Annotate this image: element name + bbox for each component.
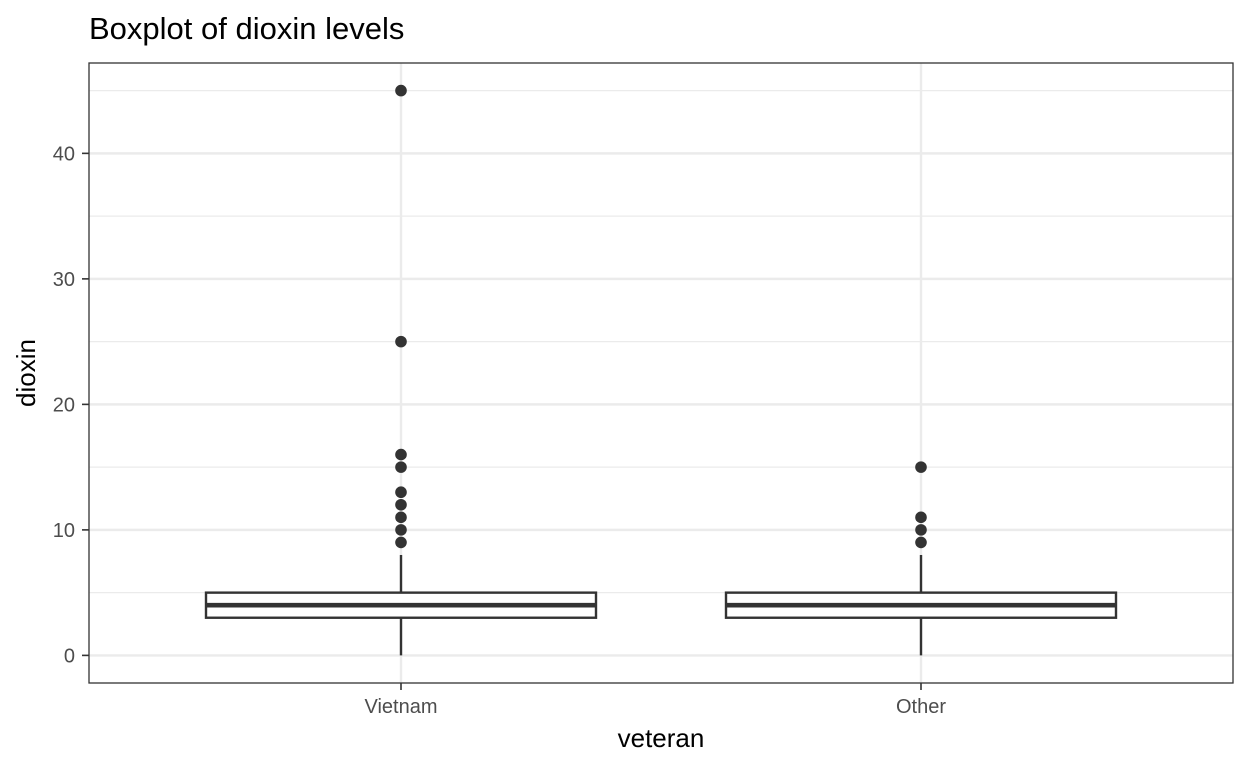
outlier-point <box>915 536 927 549</box>
outlier-point <box>395 524 407 536</box>
plot-panel <box>89 63 1233 683</box>
box-vietnam <box>204 84 598 656</box>
chart-title: Boxplot of dioxin levels <box>89 11 404 46</box>
x-tick-label: Other <box>896 696 946 718</box>
outlier-point <box>395 486 407 499</box>
axes-layer: 0 10 20 30 40 Vietnam Other <box>53 143 947 718</box>
outlier-point <box>915 511 927 524</box>
outlier-point <box>915 524 927 536</box>
outlier-point <box>395 448 407 461</box>
y-tick-label: 30 <box>53 269 75 291</box>
y-tick-label: 20 <box>53 394 75 416</box>
x-tick-label: Vietnam <box>364 696 437 718</box>
panel-border <box>88 62 1234 684</box>
outlier-point <box>395 536 407 549</box>
outlier-point <box>395 498 407 511</box>
y-tick-label: 0 <box>64 645 75 667</box>
outlier-point <box>395 461 407 473</box>
y-axis-title: dioxin <box>11 339 41 407</box>
grid-lines <box>89 63 1233 683</box>
outlier-point <box>395 511 407 524</box>
boxes-layer <box>204 84 1118 656</box>
y-tick-label: 40 <box>53 143 75 165</box>
outlier-point <box>395 84 407 97</box>
outlier-point <box>915 461 927 473</box>
y-tick-label: 10 <box>53 520 75 542</box>
x-axis-title: veteran <box>618 723 705 753</box>
box-other <box>724 461 1118 656</box>
outlier-point <box>395 335 407 348</box>
